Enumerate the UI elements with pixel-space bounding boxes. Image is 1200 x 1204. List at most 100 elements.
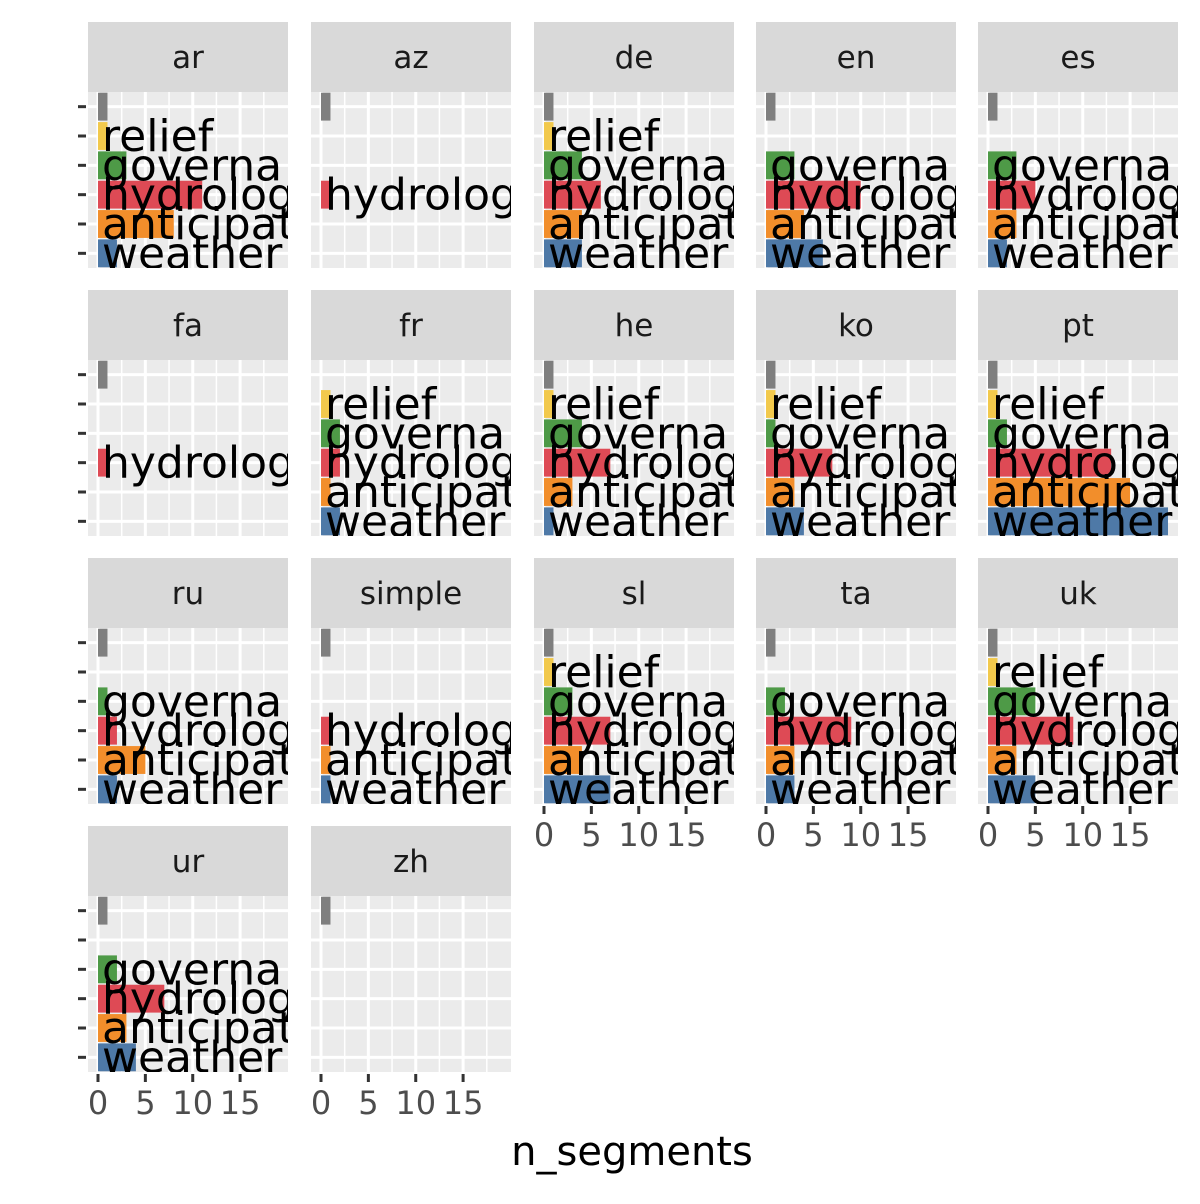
facet-panel-sl: sl reliefgovernahydrologanticipatweather0… <box>534 558 734 854</box>
facet-strip-label: uk <box>1059 576 1097 612</box>
x-tick-label: 0 <box>88 1084 108 1122</box>
bar-label-hydrology: hydrolog <box>325 170 518 221</box>
bar-governance <box>766 687 785 716</box>
facet-panel-uk: uk reliefgovernahydrologanticipatweather0… <box>978 558 1178 854</box>
bar-weather <box>544 239 582 268</box>
bar-blank <box>98 92 108 121</box>
facet-strip <box>88 22 288 92</box>
bar-governance <box>988 151 1017 180</box>
bar-hydrology <box>98 716 117 745</box>
bar-label-governance: governa <box>102 140 282 191</box>
bar-label-relief: relief <box>992 379 1105 430</box>
bar-hydrology <box>321 716 331 745</box>
bar-weather <box>544 775 611 804</box>
facet-strip <box>534 558 734 628</box>
bar-label-anticipation: anticipat <box>992 199 1185 250</box>
bar-relief <box>988 658 998 686</box>
x-tick-label: 15 <box>888 816 929 854</box>
bar-labels: hydrolog <box>102 438 288 489</box>
facet-strip-label: he <box>615 308 654 344</box>
bar-label-governance: governa <box>102 944 282 995</box>
bar-relief <box>766 390 776 418</box>
x-tick-label: 15 <box>443 1084 484 1122</box>
facet-strip <box>756 22 956 92</box>
facet-strip <box>311 22 511 92</box>
bar-relief <box>544 122 554 150</box>
bar-anticipation <box>544 746 582 774</box>
bar-label-weather: weather <box>992 228 1173 279</box>
bar-label-relief: relief <box>325 379 438 430</box>
bar-label-weather: weather <box>548 496 729 547</box>
bar-label-governance: governa <box>548 408 728 459</box>
bar-label-governance: governa <box>548 140 728 191</box>
x-tick-label: 10 <box>395 1084 436 1122</box>
bar-governance <box>321 419 340 448</box>
bar-label-hydrology: hydrolog <box>770 438 963 489</box>
bar-label-hydrology: hydrolog <box>770 706 963 757</box>
facet-strip-label: en <box>837 40 876 76</box>
bar-weather <box>98 775 117 804</box>
bar-blank <box>544 360 554 389</box>
facet-strip <box>311 826 511 896</box>
facet-strip <box>534 290 734 360</box>
bar-governance <box>98 151 127 180</box>
bar-hydrology <box>766 716 852 745</box>
bar-blank <box>544 628 554 657</box>
bar-blank <box>766 92 776 121</box>
bar-label-governance: governa <box>102 676 282 727</box>
bar-anticipation <box>988 210 1017 238</box>
facet-strip <box>978 22 1178 92</box>
bar-governance <box>544 687 573 716</box>
facet-strip <box>534 22 734 92</box>
bar-label-governance: governa <box>992 408 1172 459</box>
bar-governance <box>766 151 795 180</box>
bar-blank <box>766 360 776 389</box>
facet-strip-label: az <box>393 40 428 76</box>
x-tick-label: 0 <box>534 816 554 854</box>
bar-label-relief: relief <box>548 647 661 698</box>
bar-hydrology <box>544 180 601 209</box>
facet-strip <box>756 290 956 360</box>
facet-strip-label: zh <box>393 844 429 880</box>
bar-hydrology <box>766 180 861 209</box>
bar-label-anticipation: anticipat <box>548 467 741 518</box>
bar-label-governance: governa <box>992 140 1172 191</box>
bar-label-relief: relief <box>992 647 1105 698</box>
facet-panel-fa: fa hydrolog <box>78 290 288 536</box>
facet-strip <box>311 290 511 360</box>
bar-weather <box>98 1043 136 1072</box>
bar-label-relief: relief <box>548 111 661 162</box>
bar-label-governance: governa <box>992 676 1172 727</box>
x-tick-label: 10 <box>618 816 659 854</box>
bar-weather <box>988 239 1007 268</box>
facet-strip-label: ko <box>838 308 874 344</box>
bar-label-anticipation: anticipat <box>102 735 295 786</box>
bar-relief <box>988 390 998 418</box>
bar-label-anticipation: anticipat <box>770 735 963 786</box>
bar-governance <box>98 687 108 716</box>
bar-anticipation <box>766 478 795 506</box>
x-tick-label: 15 <box>666 816 707 854</box>
facet-panel-zh: zh 0 5 10 15 <box>311 826 511 1122</box>
bar-label-hydrology: hydrolog <box>548 170 741 221</box>
bar-blank <box>544 92 554 121</box>
bar-blank <box>321 628 331 657</box>
x-tick-label: 0 <box>311 1084 331 1122</box>
facet-strip-label: ur <box>172 844 205 880</box>
bar-hydrology <box>988 180 1036 209</box>
x-tick-label: 5 <box>803 816 823 854</box>
